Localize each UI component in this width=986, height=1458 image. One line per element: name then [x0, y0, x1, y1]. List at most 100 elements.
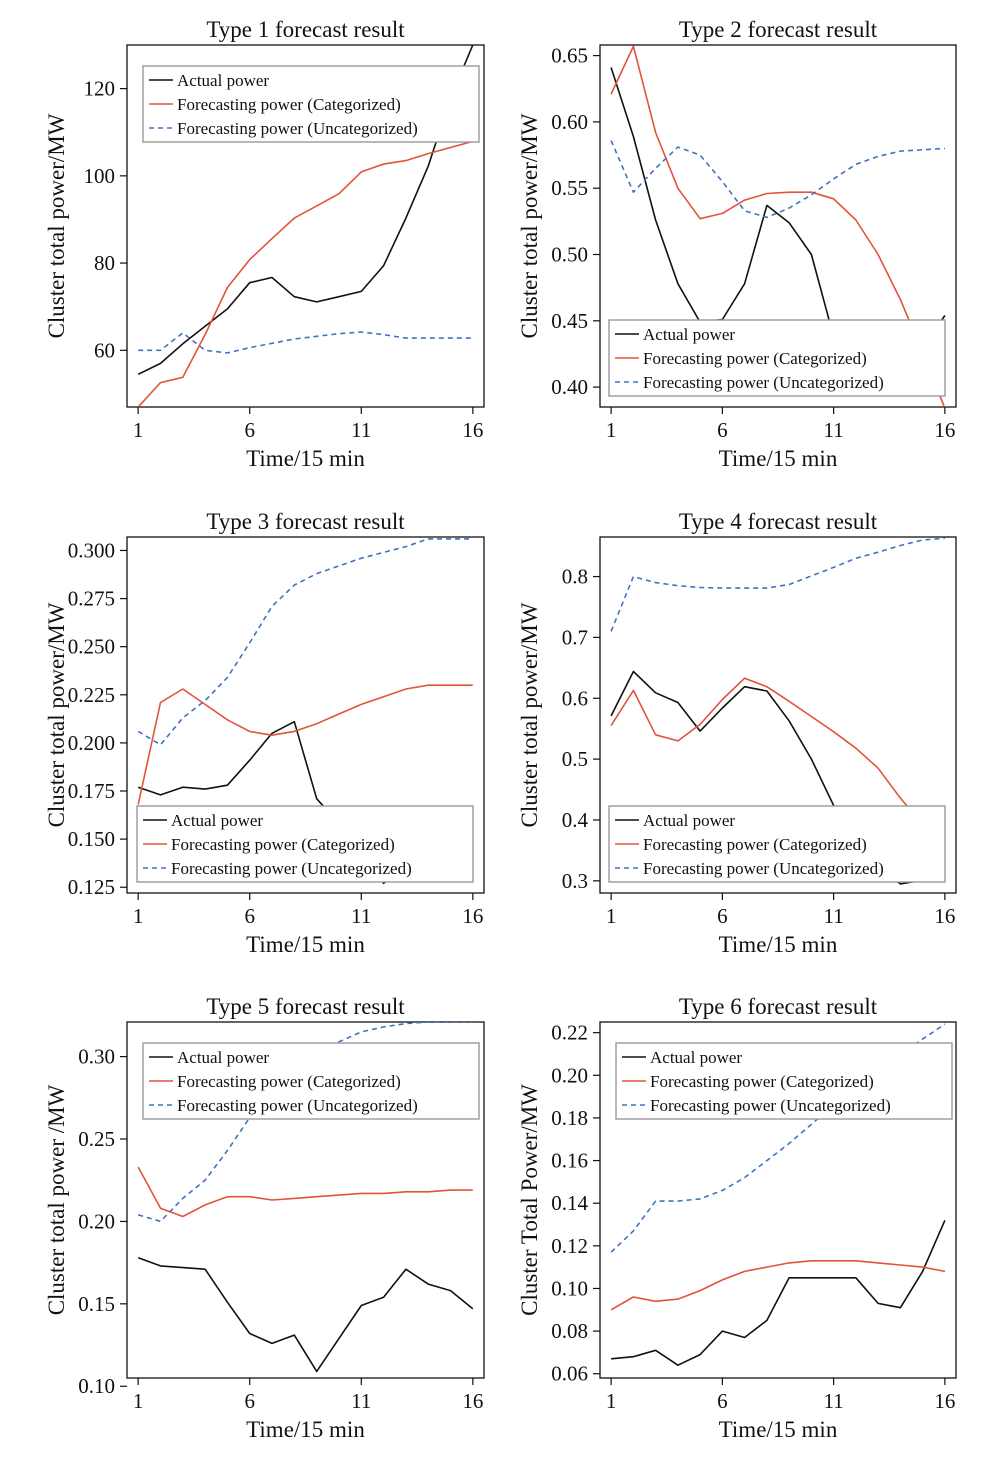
x-tick-label: 1 — [606, 1389, 617, 1413]
y-axis-label: Cluster total power /MW — [44, 1084, 69, 1315]
series-line-uncategorized — [137, 538, 473, 746]
y-tick-label: 0.40 — [551, 375, 588, 399]
y-tick-label: 0.175 — [68, 779, 115, 803]
y-tick-label: 0.14 — [551, 1191, 588, 1215]
x-tick-label: 6 — [717, 1389, 728, 1413]
y-tick-label: 0.5 — [562, 747, 588, 771]
plot-frame — [126, 536, 485, 894]
y-tick-label: 0.125 — [68, 875, 115, 899]
y-tick-label: 60 — [94, 338, 115, 362]
y-tick-label: 0.18 — [551, 1106, 588, 1130]
x-tick-label: 11 — [351, 418, 371, 442]
x-tick-label: 1 — [606, 418, 617, 442]
y-axis-label: Cluster total power/MW — [517, 113, 542, 338]
legend-label-actual: Actual power — [171, 811, 263, 830]
x-tick-label: 11 — [824, 418, 844, 442]
legend: Actual power Forecasting power (Categoriz… — [142, 65, 480, 143]
legend-box — [142, 65, 480, 143]
y-tick-label: 0.8 — [562, 565, 588, 589]
y-tick-label: 0.25 — [78, 1127, 115, 1151]
x-axis-label: Time/15 min — [719, 932, 838, 957]
legend-label-uncategorized: Forecasting power (Uncategorized) — [650, 1096, 891, 1115]
y-tick-label: 0.22 — [551, 1021, 588, 1045]
y-tick-label: 0.30 — [78, 1045, 115, 1069]
legend-label-actual: Actual power — [177, 71, 269, 90]
y-tick-label: 0.150 — [68, 827, 115, 851]
x-tick-label: 16 — [462, 904, 483, 928]
x-tick-label: 11 — [351, 904, 371, 928]
plot-frame — [126, 44, 485, 408]
legend-box — [608, 319, 946, 397]
series-line-actual — [611, 1219, 946, 1366]
y-tick-label: 0.20 — [78, 1209, 115, 1233]
x-tick-label: 16 — [934, 904, 955, 928]
legend-box — [608, 805, 946, 883]
x-tick-label: 6 — [244, 904, 255, 928]
legend-label-uncategorized: Forecasting power (Uncategorized) — [643, 373, 884, 392]
chart-title: Type 4 forecast result — [679, 509, 878, 534]
y-axis-label: Cluster total power/MW — [44, 602, 69, 827]
x-tick-label: 6 — [717, 904, 728, 928]
x-axis-label: Time/15 min — [246, 932, 365, 957]
plot-frame — [599, 1021, 957, 1379]
plot-frame — [599, 44, 957, 408]
legend-label-categorized: Forecasting power (Categorized) — [177, 1072, 401, 1091]
y-tick-label: 0.60 — [551, 110, 588, 134]
series-line-actual — [137, 1256, 474, 1373]
legend: Actual power Forecasting power (Categoriz… — [142, 1042, 480, 1120]
y-tick-label: 0.10 — [551, 1276, 588, 1300]
x-tick-label: 11 — [351, 1389, 371, 1413]
legend-label-actual: Actual power — [643, 811, 735, 830]
series-line-categorized — [610, 45, 946, 407]
y-tick-label: 0.4 — [562, 808, 589, 832]
chart-title: Type 2 forecast result — [679, 17, 878, 42]
y-tick-label: 0.6 — [562, 686, 588, 710]
legend-box — [136, 805, 474, 883]
y-tick-label: 0.200 — [68, 731, 115, 755]
y-tick-label: 0.65 — [551, 44, 588, 68]
legend-label-categorized: Forecasting power (Categorized) — [177, 95, 401, 114]
legend: Actual power Forecasting power (Categoriz… — [136, 805, 474, 883]
y-tick-label: 120 — [84, 77, 116, 101]
chart-title: Type 1 forecast result — [206, 17, 405, 42]
x-tick-label: 1 — [606, 904, 617, 928]
y-tick-label: 0.16 — [551, 1149, 588, 1173]
legend-box — [615, 1042, 953, 1120]
series-line-categorized — [610, 1260, 946, 1311]
x-axis-label: Time/15 min — [719, 446, 838, 471]
legend-label-categorized: Forecasting power (Categorized) — [643, 349, 867, 368]
chart-title: Type 5 forecast result — [206, 994, 405, 1019]
x-tick-label: 16 — [934, 1389, 955, 1413]
plot-frame — [126, 1021, 485, 1379]
y-tick-label: 0.15 — [78, 1292, 115, 1316]
x-tick-label: 11 — [824, 1389, 844, 1413]
y-tick-label: 0.20 — [551, 1063, 588, 1087]
legend-label-uncategorized: Forecasting power (Uncategorized) — [177, 119, 418, 138]
x-tick-label: 16 — [462, 1389, 483, 1413]
legend: Actual power Forecasting power (Categoriz… — [608, 319, 946, 397]
legend: Actual power Forecasting power (Categoriz… — [608, 805, 946, 883]
series-group — [137, 1022, 474, 1373]
legend-label-uncategorized: Forecasting power (Uncategorized) — [171, 859, 412, 878]
series-line-uncategorized — [137, 1022, 473, 1223]
y-tick-label: 0.08 — [551, 1319, 588, 1343]
x-tick-label: 1 — [133, 1389, 144, 1413]
legend-label-actual: Actual power — [643, 325, 735, 344]
y-tick-label: 0.7 — [562, 625, 588, 649]
x-tick-label: 11 — [824, 904, 844, 928]
legend-label-uncategorized: Forecasting power (Uncategorized) — [643, 859, 884, 878]
legend-label-categorized: Forecasting power (Categorized) — [650, 1072, 874, 1091]
y-axis-label: Cluster total power/MW — [517, 602, 542, 827]
series-line-uncategorized — [610, 537, 945, 632]
plot-frame — [599, 536, 957, 894]
y-tick-label: 0.225 — [68, 683, 115, 707]
x-tick-label: 6 — [244, 418, 255, 442]
series-line-actual — [137, 45, 474, 376]
y-tick-label: 80 — [94, 251, 115, 275]
y-tick-label: 0.250 — [68, 635, 115, 659]
